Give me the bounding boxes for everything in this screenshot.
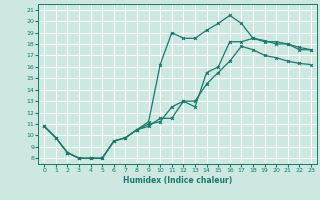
X-axis label: Humidex (Indice chaleur): Humidex (Indice chaleur)	[123, 176, 232, 185]
